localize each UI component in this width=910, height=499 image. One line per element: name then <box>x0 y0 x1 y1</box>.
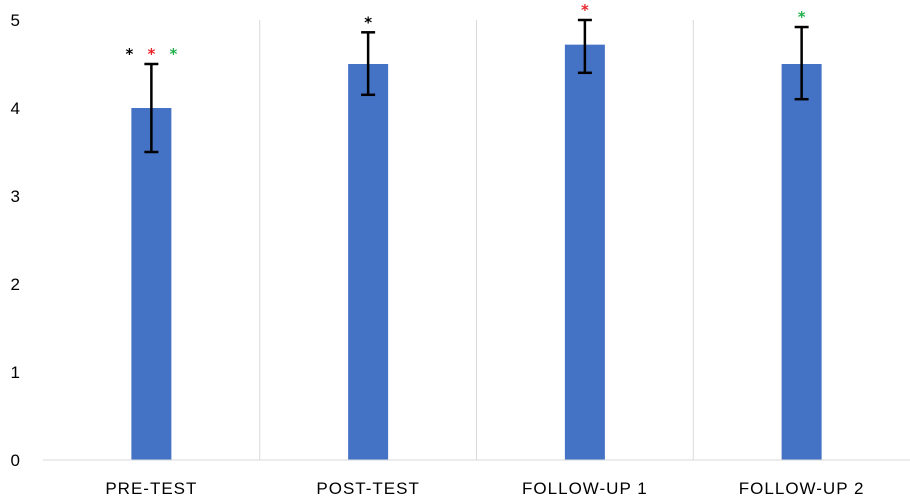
category-label: FOLLOW-UP 1 <box>522 479 648 498</box>
significance-marker: * <box>364 13 372 31</box>
significance-marker: * <box>798 8 806 26</box>
category-label: PRE-TEST <box>105 479 197 498</box>
significance-markers: * * * * * * <box>125 1 805 63</box>
bar <box>564 44 605 460</box>
y-tick-label: 4 <box>11 99 20 118</box>
y-tick-label: 5 <box>11 11 20 30</box>
error-bars <box>144 18 809 154</box>
significance-marker: * <box>147 45 155 63</box>
significance-marker: * <box>169 45 177 63</box>
y-tick-label: 0 <box>11 451 20 470</box>
bar <box>131 108 172 460</box>
y-axis: 0 1 2 3 4 5 <box>11 11 20 470</box>
y-tick-label: 1 <box>11 363 20 382</box>
grid-lines <box>259 20 694 460</box>
bars <box>131 44 822 460</box>
significance-marker: * <box>581 1 589 19</box>
y-tick-label: 2 <box>11 275 20 294</box>
y-tick-label: 3 <box>11 187 20 206</box>
category-label: POST-TEST <box>316 479 419 498</box>
bar <box>348 64 389 460</box>
x-axis: PRE-TEST POST-TEST FOLLOW-UP 1 FOLLOW-UP 2 <box>43 459 910 498</box>
significance-marker: * <box>125 45 133 63</box>
bar <box>781 64 822 460</box>
category-label: FOLLOW-UP 2 <box>739 479 865 498</box>
